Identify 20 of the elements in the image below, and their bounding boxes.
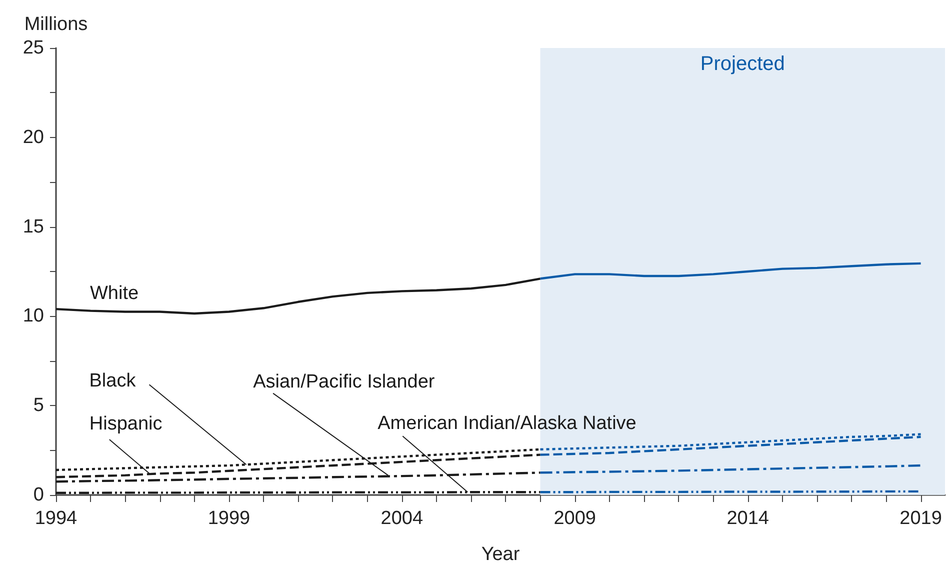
y-tick-label: 5 <box>33 395 44 416</box>
y-tick-label: 10 <box>22 306 44 327</box>
x-tick-label: 2019 <box>900 508 942 529</box>
x-tick-label: 2004 <box>380 508 424 529</box>
annotation: White <box>90 283 139 304</box>
y-tick-label: 25 <box>22 38 44 58</box>
x-tick-label: 1999 <box>208 508 250 529</box>
x-tick-label: 2009 <box>554 508 596 529</box>
annotation: American Indian/Alaska Native <box>378 413 636 434</box>
y-tick-label: 15 <box>22 216 44 238</box>
band-label: Projected <box>700 53 785 75</box>
y-tick-label: 0 <box>33 484 44 506</box>
annotation: Black <box>89 370 136 392</box>
y-tick-label: 20 <box>22 126 44 148</box>
annotation: Hispanic <box>89 414 162 435</box>
y-axis-title: Millions <box>24 14 88 35</box>
annotation: Asian/Pacific Islander <box>253 371 436 392</box>
x-tick-label: 1994 <box>34 508 78 529</box>
x-tick-label: 2014 <box>726 508 770 529</box>
x-axis-title: Year <box>481 544 520 565</box>
